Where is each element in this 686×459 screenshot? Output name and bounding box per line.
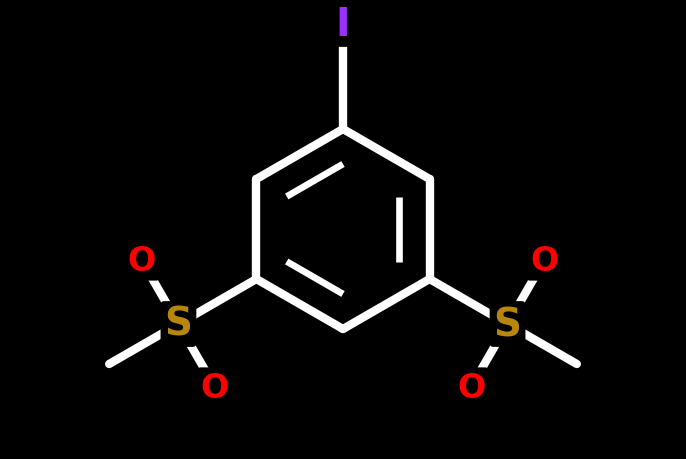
Text: S: S xyxy=(493,305,521,343)
Text: O: O xyxy=(128,245,156,278)
Text: O: O xyxy=(457,371,485,404)
Text: I: I xyxy=(335,6,351,44)
Text: O: O xyxy=(201,371,229,404)
Text: O: O xyxy=(530,245,558,278)
Text: S: S xyxy=(165,305,193,343)
